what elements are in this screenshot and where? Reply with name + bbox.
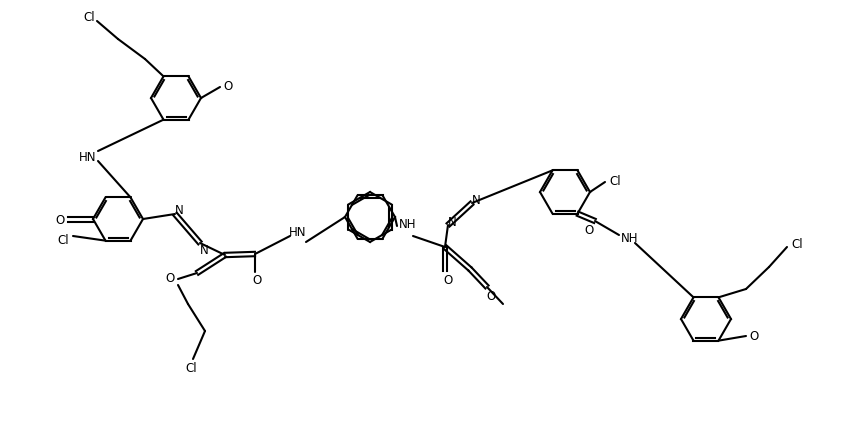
Text: Cl: Cl (185, 362, 197, 375)
Text: N: N (472, 193, 480, 206)
Text: Cl: Cl (609, 174, 621, 187)
Text: O: O (443, 273, 452, 286)
Text: O: O (224, 79, 233, 92)
Text: NH: NH (399, 217, 417, 230)
Text: O: O (749, 330, 759, 343)
Text: O: O (165, 271, 175, 284)
Text: N: N (200, 243, 208, 256)
Text: O: O (486, 289, 495, 302)
Text: Cl: Cl (57, 233, 69, 246)
Text: HN: HN (79, 150, 97, 163)
Text: Cl: Cl (791, 237, 803, 250)
Text: N: N (447, 215, 457, 228)
Text: HN: HN (289, 225, 306, 238)
Text: Cl: Cl (84, 10, 95, 24)
Text: O: O (584, 224, 593, 237)
Text: O: O (56, 213, 65, 226)
Text: NH: NH (621, 231, 639, 244)
Text: N: N (175, 203, 183, 216)
Text: O: O (252, 274, 262, 287)
